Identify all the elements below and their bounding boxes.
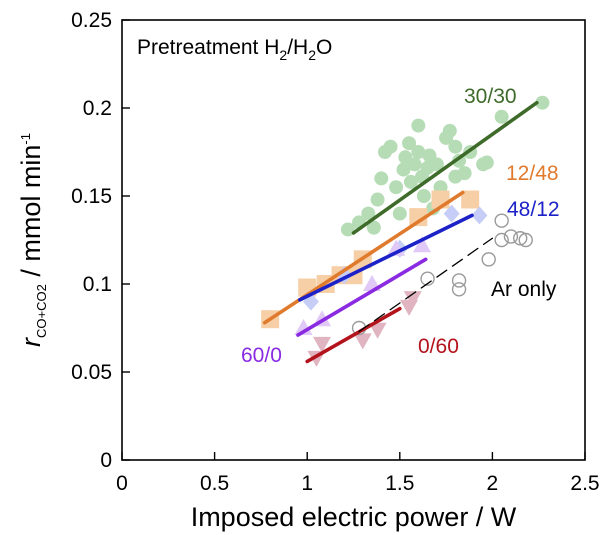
data-point [503,229,519,244]
data-point [429,157,444,172]
y-tick-label: 0.05 [71,361,112,384]
data-point [420,271,435,286]
data-point [451,282,467,297]
data-point [374,171,389,186]
data-point [494,232,509,248]
x-tick-label: 2 [487,472,499,495]
data-point [409,208,428,227]
y-tick-label: 0.15 [71,185,112,208]
fit-line [262,190,465,325]
data-point [383,139,398,154]
series-label: 30/30 [464,85,517,108]
x-tick-label: 1 [301,472,313,495]
data-point [416,189,431,203]
data-point [353,333,372,350]
panel-title: Pretreatment H2/H2O [137,36,332,63]
data-point [361,206,376,221]
x-tick-label: 2.5 [570,472,599,495]
x-tick-label: 0 [116,472,128,495]
data-point [402,136,417,151]
data-point [340,222,355,237]
data-point [366,220,381,235]
y-tick-label: 0.1 [83,273,112,296]
series-label: 0/60 [418,335,459,358]
data-point [518,232,533,248]
axes: 0 0.5 1 1.5 2 2.5 0 0.05 0.1 0.15 0.2 0.25 [71,9,599,495]
data-point [392,206,407,221]
series-label: 12/48 [506,162,559,185]
plot-frame [121,19,586,461]
fit-lines [262,100,539,364]
fit-line [351,100,539,235]
fit-line [305,306,402,364]
x-tick-label: 0.5 [200,472,229,495]
data-point [443,204,460,223]
data-point [471,206,488,225]
data-point [403,174,418,189]
data-point [368,322,387,339]
fit-line [297,213,474,302]
data-point [313,336,332,353]
y-tick-label: 0.2 [83,97,112,120]
data-point [411,145,426,159]
data-point [403,291,422,308]
data-point [413,236,432,253]
data-point [448,139,463,154]
data-point [451,273,467,288]
fit-line [296,257,428,337]
data-markers [261,95,550,367]
y-tick-label: 0.25 [71,9,112,32]
data-point [479,155,494,170]
y-tick-label: 0 [100,449,112,472]
data-point [494,213,509,228]
y-axis-title: rCO+CO2 / mmol min-1 [16,133,49,347]
data-point [411,118,426,133]
data-point [442,123,457,138]
data-point [461,190,480,209]
data-point [457,166,472,181]
data-point [481,252,496,267]
data-point [535,95,550,110]
data-point [407,157,422,172]
data-point [396,162,411,177]
x-axis-title: Imposed electric power / W [191,502,517,532]
data-point [512,231,528,246]
series-label: 60/0 [241,344,282,367]
data-point [370,192,385,207]
series-labels: 30/30 12/48 48/12 60/0 0/60 Ar only [241,85,560,367]
data-point [494,109,509,124]
fit-line [358,237,494,333]
x-tick-label: 1.5 [385,472,414,495]
data-point [389,180,404,195]
series-label: 48/12 [507,198,560,221]
series-label: Ar only [491,278,557,301]
